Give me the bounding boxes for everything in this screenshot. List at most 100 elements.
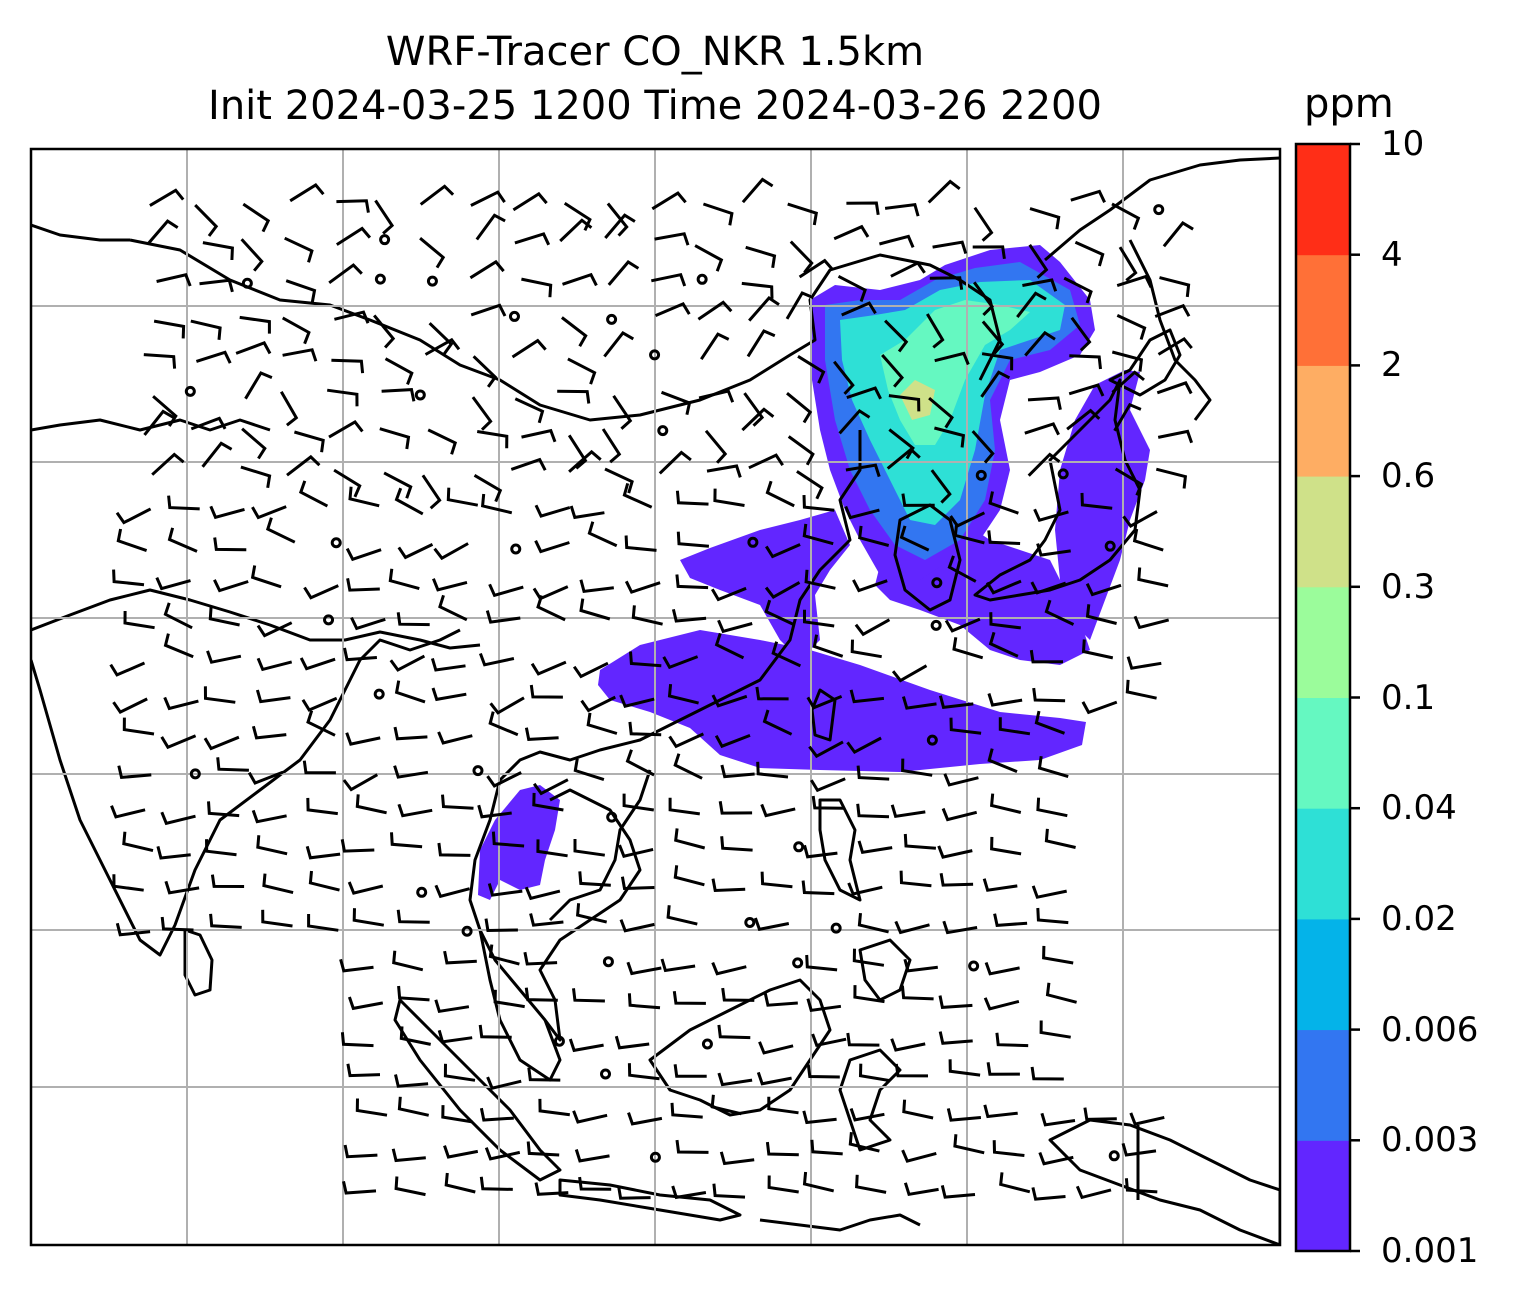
wind-barb — [618, 844, 654, 858]
wind-barb — [662, 655, 699, 670]
wind-barb — [650, 272, 687, 287]
wind-barb — [844, 505, 880, 520]
wind-barb — [1029, 649, 1064, 664]
wind-barb — [373, 314, 396, 349]
wind-barb — [208, 606, 240, 627]
calm-marker — [508, 310, 520, 322]
wind-barb — [982, 878, 1018, 892]
wind-barb — [938, 1031, 973, 1045]
wind-barb — [1129, 1112, 1165, 1126]
wind-barb — [250, 565, 282, 589]
wind-barb — [437, 842, 471, 857]
wind-barb — [523, 951, 558, 966]
wind-barb — [334, 310, 370, 324]
wind-barb — [1063, 276, 1093, 304]
wind-barb — [995, 1032, 1029, 1048]
calm-marker — [830, 922, 842, 934]
wind-barb — [698, 389, 735, 403]
wind-barb — [673, 1064, 707, 1078]
wind-barb — [998, 717, 1031, 736]
wind-barb — [471, 396, 493, 431]
coast-sulawesi — [838, 1048, 902, 1152]
wind-barb — [890, 1038, 926, 1052]
wind-barb — [1027, 396, 1062, 411]
wind-barb — [1085, 604, 1117, 625]
wind-barb — [849, 689, 885, 704]
calm-marker — [931, 577, 943, 589]
wind-barb — [942, 920, 978, 935]
wind-barb — [1116, 274, 1153, 288]
wind-barb — [981, 352, 1014, 371]
wind-barb — [112, 697, 148, 715]
wind-barb — [355, 1098, 388, 1117]
wind-barb — [1024, 422, 1060, 436]
wind-barb — [760, 803, 796, 818]
wind-barb — [352, 908, 385, 927]
wind-barb — [195, 350, 232, 364]
wind-barb — [713, 488, 745, 507]
wind-barb — [587, 521, 618, 548]
calm-marker — [1057, 468, 1069, 480]
wind-barb — [524, 727, 559, 741]
wind-barb — [944, 617, 981, 633]
wind-barb — [256, 835, 288, 856]
wind-barb — [857, 912, 889, 934]
wind-barb — [419, 237, 446, 269]
wind-barb — [1070, 189, 1106, 203]
wind-barb — [284, 236, 314, 263]
wind-barb — [676, 531, 710, 548]
wind-barb — [711, 586, 747, 602]
wind-barb — [299, 657, 336, 671]
wind-barb — [346, 578, 380, 592]
wind-barb — [156, 846, 191, 860]
wind-barb — [293, 430, 325, 453]
wind-barb — [488, 711, 519, 737]
wind-barb — [764, 599, 795, 626]
wind-barb — [567, 357, 597, 385]
wind-barb — [604, 467, 634, 494]
wind-barb — [1044, 599, 1075, 626]
coast-newguinea — [1048, 1118, 1280, 1245]
wind-barb — [427, 428, 458, 455]
wind-barb — [675, 490, 709, 506]
wind-barb — [938, 695, 974, 710]
colorbar-segment — [1296, 476, 1350, 588]
wind-barb — [1034, 710, 1066, 735]
wind-barb — [953, 523, 985, 545]
wind-barb — [536, 839, 568, 858]
wind-barb — [972, 245, 1006, 260]
wind-barb — [261, 909, 293, 928]
wind-barb — [333, 468, 362, 498]
wind-barb — [511, 338, 547, 359]
wind-barb — [391, 1148, 426, 1163]
wind-barb — [470, 303, 507, 317]
wind-barb — [394, 1074, 429, 1088]
wind-barb — [374, 199, 395, 235]
wind-barb — [116, 528, 148, 553]
wind-barb — [1027, 452, 1061, 477]
wind-barb — [432, 578, 468, 592]
wind-barb — [838, 408, 871, 435]
wind-barb — [486, 1076, 522, 1090]
wind-barb — [894, 1063, 929, 1078]
wind-barb — [242, 202, 271, 233]
wind-barb — [488, 944, 520, 966]
wind-barb — [891, 664, 928, 683]
wind-barb — [711, 694, 748, 708]
wind-barb — [928, 396, 954, 429]
wind-barb — [903, 1182, 939, 1196]
coast-sunda — [759, 1213, 921, 1232]
wind-barb — [765, 1141, 799, 1157]
wind-barb — [532, 792, 564, 812]
wind-barb — [1045, 982, 1077, 1004]
wind-barb — [205, 839, 237, 857]
wind-barb — [943, 773, 979, 787]
wind-barb — [858, 1063, 891, 1083]
wind-barb — [714, 632, 745, 660]
wind-barb — [937, 845, 973, 859]
wind-barb — [396, 909, 430, 924]
wind-barb — [203, 686, 236, 704]
wind-barb — [247, 770, 284, 785]
colorbar-segment — [1296, 918, 1350, 1031]
wind-barb — [575, 903, 608, 924]
